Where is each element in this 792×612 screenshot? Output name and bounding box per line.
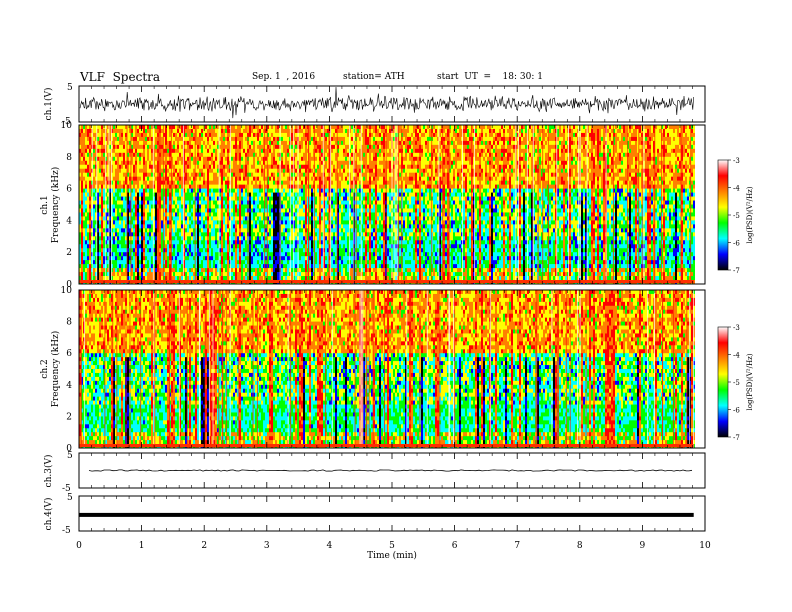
colorbar-ch1 — [718, 160, 728, 270]
colorbar-ch1-tick-2: -5 — [733, 212, 740, 220]
ch1-spectrogram-ytick-2: 4 — [66, 216, 72, 226]
x-tick-label-7: 7 — [514, 541, 520, 551]
colorbar-ch2 — [718, 327, 728, 437]
colorbar-ch1-tick-0: -3 — [733, 157, 740, 165]
colorbar-ch1-tick-1: -4 — [733, 185, 740, 193]
ch3-ytick-top: 5 — [67, 451, 73, 461]
ch1-spectrogram-ylabel: Frequency (kHz) — [50, 167, 61, 244]
ch2-spectrogram — [79, 290, 705, 448]
x-axis-label: Time (min) — [367, 550, 417, 561]
x-tick-label-9: 9 — [640, 541, 646, 551]
ch1-spectrogram-ytick-4: 8 — [66, 153, 72, 163]
vlf-figure: 5 -5 0246810 0246810 5 -5 5 -5 ch.1(V) c… — [0, 0, 792, 612]
ch1-ytick-top: 5 — [67, 83, 73, 93]
colorbar-ch2-tick-1: -4 — [733, 352, 740, 360]
colorbar-ch1-tick-4: -7 — [733, 267, 740, 275]
x-tick-label-0: 0 — [76, 541, 82, 551]
ch3-waveform-line — [89, 470, 692, 471]
x-tick-label-5: 5 — [389, 541, 395, 551]
ch1-spectrogram-ytick-3: 6 — [66, 185, 72, 195]
ch1-waveform-ylabel: ch.1(V) — [43, 88, 54, 121]
ch2-spectrogram-ytick-1: 2 — [66, 412, 72, 422]
ch2-spectrogram-ylabel: Frequency (kHz) — [50, 331, 61, 408]
ch4-ytick-bottom: -5 — [62, 526, 71, 536]
ch2-spectrogram-ytick-3: 6 — [66, 349, 72, 359]
ch2-spectrogram-ylabel-top: ch.2 — [40, 359, 50, 378]
ch2-spectrogram-ytick-4: 8 — [66, 318, 72, 328]
ch4-waveform-ylabel: ch.4(V) — [43, 498, 54, 531]
x-tick-label-1: 1 — [139, 541, 145, 551]
x-tick-label-2: 2 — [201, 541, 207, 551]
colorbar-ch1-label: log(PSD)(V²/Hz) — [746, 186, 754, 243]
ch1-spectrogram — [79, 125, 705, 284]
ch1-waveform-line — [80, 87, 694, 118]
x-tick-label-8: 8 — [577, 541, 583, 551]
ch4-waveform-line — [79, 513, 694, 517]
ch2-spectrogram-ytick-2: 4 — [66, 381, 72, 391]
colorbar-ch1-tick-3: -6 — [733, 240, 740, 248]
x-tick-label-6: 6 — [452, 541, 458, 551]
colorbar-ch2-tick-4: -7 — [733, 434, 740, 442]
ch3-waveform-ylabel: ch.3(V) — [43, 455, 54, 488]
ch2-spectrogram-ytick-5: 10 — [61, 286, 73, 296]
colorbar-ch2-label: log(PSD)(V²/Hz) — [746, 353, 754, 410]
x-tick-label-10: 10 — [699, 541, 711, 551]
x-tick-label-4: 4 — [327, 541, 333, 551]
ch1-spectrogram-ytick-1: 2 — [66, 248, 72, 258]
x-tick-label-3: 3 — [264, 541, 270, 551]
ch4-ytick-top: 5 — [67, 493, 73, 503]
colorbar-ch2-tick-2: -5 — [733, 379, 740, 387]
ch1-spectrogram-ylabel-top: ch.1 — [40, 195, 50, 214]
colorbar-ch2-tick-3: -6 — [733, 407, 740, 415]
colorbar-ch2-tick-0: -3 — [733, 324, 740, 332]
ch1-spectrogram-ytick-5: 10 — [61, 121, 73, 131]
